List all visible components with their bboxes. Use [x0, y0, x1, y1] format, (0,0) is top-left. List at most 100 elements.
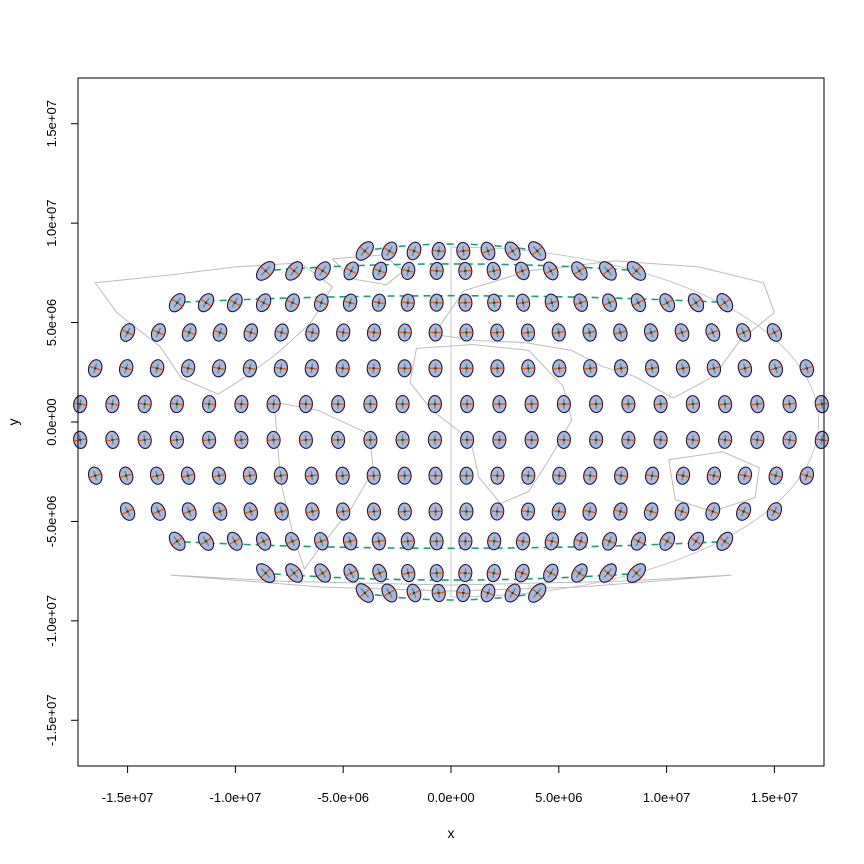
y-axis-title: y	[5, 419, 21, 426]
indicatrix-ellipse	[429, 293, 444, 312]
indicatrix-ellipse	[458, 564, 473, 583]
indicatrix-ellipse	[598, 261, 617, 281]
indicatrix-ellipse	[718, 395, 733, 414]
center-dot	[723, 540, 726, 543]
indicatrix-ellipse	[768, 466, 784, 485]
indicatrix-ellipse	[521, 359, 536, 378]
center-dot	[311, 510, 314, 513]
center-dot	[788, 402, 791, 406]
center-dot	[217, 474, 221, 477]
center-dot	[157, 510, 160, 513]
center-dot	[774, 367, 777, 370]
center-dot	[348, 540, 352, 543]
center-dot	[435, 301, 438, 304]
center-dot	[310, 367, 313, 370]
indicatrix-ellipse	[556, 395, 571, 414]
center-dot	[437, 591, 440, 595]
indicatrix-ellipse	[305, 502, 320, 521]
center-dot	[691, 438, 695, 442]
indicatrix-ellipse	[490, 502, 505, 521]
dashed-parallel	[171, 540, 731, 550]
indicatrix-ellipse	[285, 293, 300, 313]
indicatrix-ellipse	[355, 241, 374, 261]
center-dot	[369, 402, 372, 406]
center-dot	[111, 402, 114, 406]
indicatrix-ellipse	[520, 323, 536, 342]
center-dot	[412, 591, 416, 595]
center-dot	[511, 591, 514, 595]
x-axis: -1.5e+07 -1.0e+07 -5.0e+06 0.0e+00 5.0e+06 1.…	[102, 765, 798, 805]
center-dot	[248, 367, 252, 370]
center-dot	[498, 402, 501, 406]
center-dot	[248, 474, 252, 477]
center-dot	[536, 591, 539, 595]
indicatrix-ellipse	[705, 323, 721, 342]
indicatrix-ellipse	[87, 359, 103, 378]
indicatrix-ellipse	[630, 531, 647, 551]
indicatrix-ellipse	[314, 261, 331, 281]
center-dot	[401, 438, 404, 442]
indicatrix-ellipse	[397, 359, 412, 378]
indicatrix-ellipse	[718, 430, 733, 449]
center-dot	[433, 438, 437, 442]
center-dot	[578, 269, 581, 273]
indicatrix-ellipse	[395, 395, 410, 414]
indicatrix-ellipse	[119, 323, 136, 342]
center-dot	[562, 438, 566, 442]
center-dot	[126, 510, 129, 513]
center-dot	[465, 331, 468, 334]
indicatrix-ellipse	[118, 359, 134, 378]
center-dot	[342, 331, 345, 334]
center-dot	[549, 269, 552, 273]
indicatrix-ellipse	[514, 563, 530, 583]
indicatrix-ellipse	[456, 241, 471, 261]
indicatrix-ellipse	[716, 531, 734, 551]
center-dot	[207, 438, 211, 442]
x-tick-label: 1.5e+07	[751, 790, 798, 805]
center-dot	[341, 474, 344, 477]
indicatrix-ellipse	[401, 261, 416, 281]
center-dot	[279, 474, 283, 477]
x-tick-label: 1.0e+07	[643, 790, 690, 805]
center-dot	[388, 591, 391, 595]
center-dot	[341, 367, 344, 370]
center-dot	[650, 474, 654, 477]
indicatrix-ellipse	[716, 293, 734, 313]
center-dot	[279, 367, 283, 370]
center-dot	[124, 474, 128, 477]
center-dot	[406, 540, 409, 543]
center-dot	[496, 367, 499, 370]
center-dot	[434, 474, 437, 477]
indicatrix-ellipse	[630, 293, 647, 313]
center-dot	[157, 331, 160, 334]
indicatrix-ellipse	[150, 323, 166, 342]
center-dot	[204, 301, 208, 304]
indicatrix-ellipse	[137, 430, 152, 450]
indicatrix-ellipse	[202, 430, 217, 449]
center-dot	[207, 402, 211, 406]
center-dot	[240, 438, 243, 442]
indicatrix-ellipse	[429, 532, 444, 551]
indicatrix-ellipse	[492, 430, 507, 449]
indicatrix-ellipse	[181, 502, 197, 521]
indicatrix-ellipse	[659, 293, 676, 313]
indicatrix-ellipse	[202, 395, 217, 414]
center-dot	[773, 331, 776, 334]
indicatrix-ellipse	[602, 531, 617, 551]
indicatrix-ellipse	[490, 359, 505, 378]
center-dot	[186, 367, 190, 370]
indicatrix-ellipse	[273, 359, 289, 378]
indicatrix-ellipse	[644, 466, 660, 485]
center-dot	[233, 301, 237, 304]
indicatrix-ellipse	[234, 430, 249, 449]
center-dot	[536, 249, 539, 253]
indicatrix-ellipse	[304, 359, 319, 378]
indicatrix-ellipse	[643, 323, 659, 342]
center-dot	[492, 571, 495, 575]
center-dot	[311, 331, 314, 334]
indicatrix-ellipse	[782, 430, 797, 450]
coastline-shape	[668, 451, 760, 513]
indicatrix-ellipse	[234, 395, 249, 414]
center-dot	[723, 402, 727, 406]
indicatrix-ellipse	[366, 502, 382, 521]
